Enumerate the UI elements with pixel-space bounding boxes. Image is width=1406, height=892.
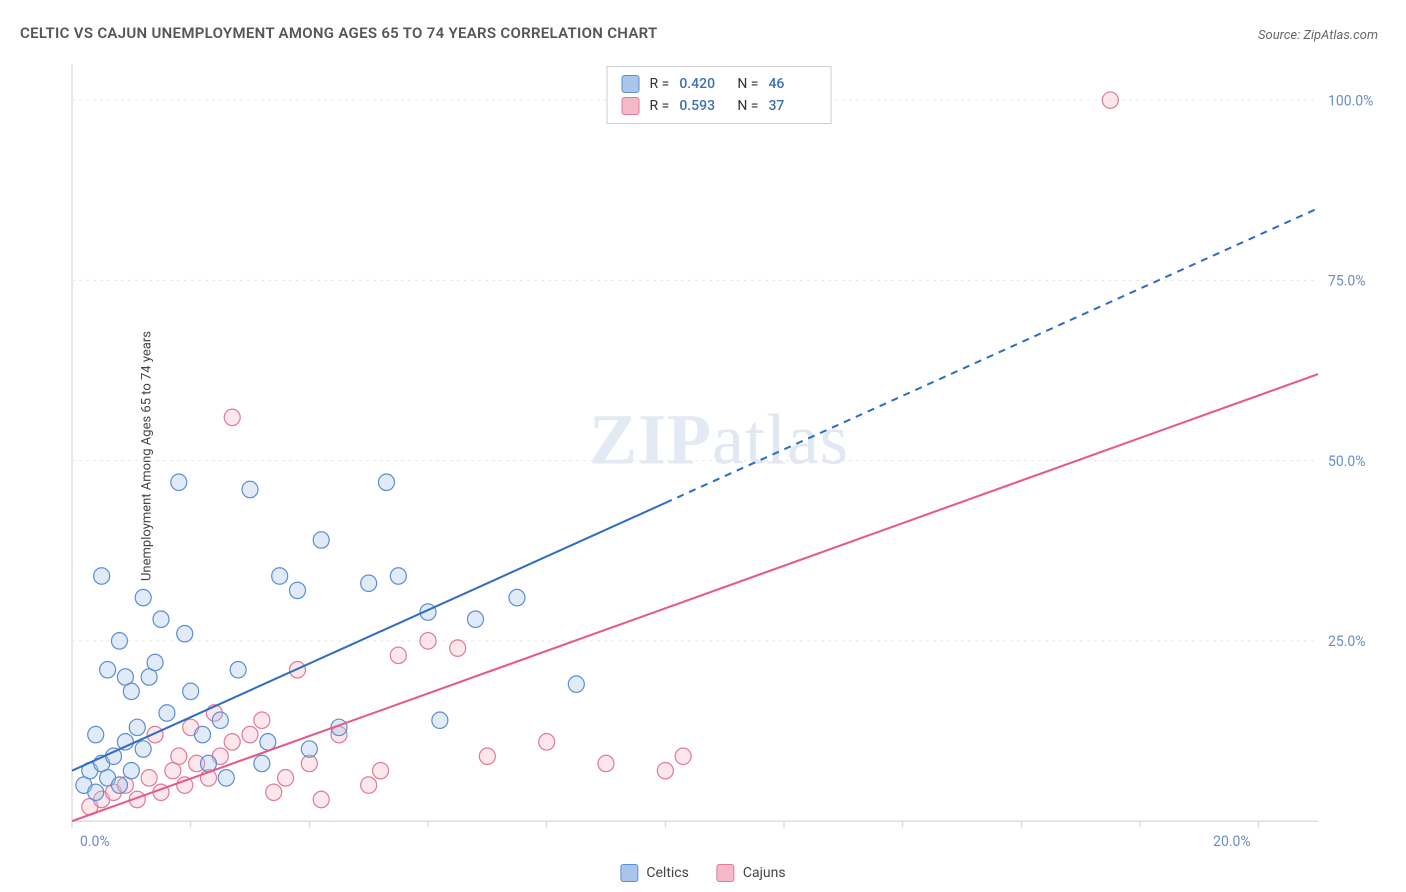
source-attribution: Source: ZipAtlas.com <box>1258 24 1378 43</box>
cajuns-swatch <box>717 864 735 882</box>
cajuns-swatch <box>622 97 640 115</box>
n-label: N = <box>737 98 758 114</box>
source-name: ZipAtlas.com <box>1303 28 1378 43</box>
n-value-celtics: 46 <box>768 76 816 92</box>
r-label: R = <box>650 76 670 92</box>
source-prefix: Source: <box>1258 28 1303 43</box>
legend-bottom: Celtics Cajuns <box>620 864 785 882</box>
legend-item-celtics: Celtics <box>620 864 688 882</box>
svg-text:20.0%: 20.0% <box>1213 834 1251 850</box>
legend-stats-box: R = 0.420 N = 46 R = 0.593 N = 37 <box>607 66 832 124</box>
celtics-swatch <box>620 864 638 882</box>
r-value-celtics: 0.420 <box>679 76 727 92</box>
legend-label-cajuns: Cajuns <box>743 865 786 881</box>
chart-container: Unemployment Among Ages 65 to 74 years Z… <box>50 60 1388 852</box>
legend-item-cajuns: Cajuns <box>717 864 786 882</box>
celtics-swatch <box>622 75 640 93</box>
svg-text:75.0%: 75.0% <box>1328 273 1366 289</box>
legend-label-celtics: Celtics <box>646 865 688 881</box>
svg-text:0.0%: 0.0% <box>80 834 110 850</box>
svg-text:100.0%: 100.0% <box>1328 93 1373 109</box>
r-label: R = <box>650 98 670 114</box>
n-label: N = <box>737 76 758 92</box>
legend-stats-row-celtics: R = 0.420 N = 46 <box>622 73 817 95</box>
n-value-cajuns: 37 <box>768 98 816 114</box>
scatter-plot: 25.0% 50.0% 75.0% 100.0% 0.0% 20.0% <box>68 60 1388 852</box>
r-value-cajuns: 0.593 <box>679 98 727 114</box>
chart-title: CELTIC VS CAJUN UNEMPLOYMENT AMONG AGES … <box>20 24 658 42</box>
legend-stats-row-cajuns: R = 0.593 N = 37 <box>622 95 817 117</box>
svg-text:50.0%: 50.0% <box>1328 454 1366 470</box>
svg-text:25.0%: 25.0% <box>1328 634 1366 650</box>
